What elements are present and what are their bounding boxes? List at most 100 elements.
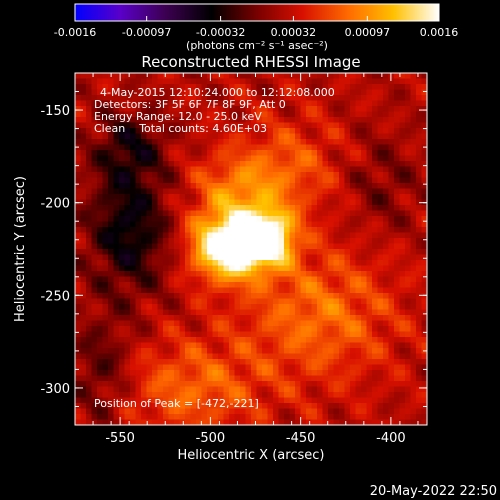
heatmap-cell — [113, 304, 120, 311]
heatmap-cell — [267, 320, 274, 327]
heatmap-cell — [196, 386, 203, 393]
heatmap-cell — [399, 287, 406, 294]
heatmap-cell — [113, 353, 120, 360]
heatmap-cell — [207, 331, 214, 338]
heatmap-cell — [163, 210, 170, 217]
heatmap-cell — [190, 243, 197, 250]
heatmap-cell — [344, 227, 351, 234]
heatmap-cell — [135, 320, 142, 327]
heatmap-cell — [245, 364, 252, 371]
heatmap-cell — [135, 364, 142, 371]
heatmap-cell — [344, 298, 351, 305]
heatmap-cell — [119, 331, 126, 338]
heatmap-cell — [284, 337, 291, 344]
heatmap-cell — [124, 188, 131, 195]
heatmap-cell — [179, 133, 186, 140]
heatmap-cell — [256, 144, 263, 151]
heatmap-cell — [163, 78, 170, 85]
heatmap-cell — [289, 199, 296, 206]
heatmap-cell — [300, 282, 307, 289]
heatmap-cell — [350, 249, 357, 256]
heatmap-cell — [399, 254, 406, 261]
heatmap-cell — [394, 188, 401, 195]
heatmap-cell — [328, 232, 335, 239]
heatmap-cell — [333, 337, 340, 344]
heatmap-cell — [394, 216, 401, 223]
heatmap-cell — [372, 188, 379, 195]
heatmap-cell — [245, 353, 252, 360]
heatmap-cell — [372, 271, 379, 278]
heatmap-cell — [366, 254, 373, 261]
heatmap-cell — [421, 117, 427, 124]
heatmap-cell — [317, 155, 324, 162]
heatmap-cell — [179, 309, 186, 316]
heatmap-cell — [267, 161, 274, 168]
heatmap-cell — [405, 287, 412, 294]
heatmap-cell — [284, 155, 291, 162]
heatmap-cell — [295, 128, 302, 135]
heatmap-cell — [421, 276, 427, 283]
heatmap-cell — [108, 238, 115, 245]
heatmap-cell — [75, 183, 82, 190]
heatmap-cell — [234, 392, 241, 399]
heatmap-cell — [377, 265, 384, 272]
heatmap-cell — [300, 293, 307, 300]
heatmap-cell — [223, 249, 230, 256]
heatmap-cell — [218, 348, 225, 355]
heatmap-cell — [185, 348, 192, 355]
heatmap-cell — [212, 265, 219, 272]
heatmap-cell — [421, 370, 427, 377]
heatmap-cell — [124, 293, 131, 300]
heatmap-cell — [399, 348, 406, 355]
heatmap-cell — [234, 282, 241, 289]
heatmap-cell — [366, 177, 373, 184]
heatmap-cell — [262, 276, 269, 283]
heatmap-cell — [229, 375, 236, 382]
heatmap-cell — [157, 100, 164, 107]
heatmap-cell — [75, 84, 82, 91]
heatmap-cell — [223, 353, 230, 360]
heatmap-cell — [113, 177, 120, 184]
heatmap-cell — [289, 144, 296, 151]
heatmap-cell — [108, 414, 115, 421]
heatmap-cell — [146, 221, 153, 228]
heatmap-cell — [223, 139, 230, 146]
heatmap-cell — [405, 133, 412, 140]
heatmap-cell — [135, 287, 142, 294]
heatmap-cell — [388, 243, 395, 250]
heatmap-cell — [388, 177, 395, 184]
heatmap-cell — [256, 320, 263, 327]
heatmap-cell — [366, 150, 373, 157]
heatmap-cell — [240, 370, 247, 377]
heatmap-cell — [124, 331, 131, 338]
heatmap-cell — [108, 183, 115, 190]
heatmap-cell — [75, 73, 82, 80]
heatmap-cell — [333, 414, 340, 421]
heatmap-cell — [405, 78, 412, 85]
heatmap-cell — [196, 397, 203, 404]
heatmap-cell — [185, 177, 192, 184]
heatmap-cell — [421, 128, 427, 135]
heatmap-cell — [168, 221, 175, 228]
heatmap-cell — [421, 315, 427, 322]
heatmap-cell — [240, 287, 247, 294]
heatmap-cell — [86, 150, 93, 157]
heatmap-cell — [311, 161, 318, 168]
heatmap-cell — [157, 375, 164, 382]
heatmap-cell — [306, 326, 313, 333]
heatmap-cell — [278, 370, 285, 377]
heatmap-cell — [196, 100, 203, 107]
heatmap-cell — [300, 117, 307, 124]
heatmap-cell — [377, 221, 384, 228]
heatmap-cell — [339, 205, 346, 212]
heatmap-cell — [300, 342, 307, 349]
heatmap-cell — [383, 205, 390, 212]
heatmap-cell — [201, 183, 208, 190]
heatmap-cell — [399, 403, 406, 410]
heatmap-cell — [300, 320, 307, 327]
heatmap-cell — [388, 128, 395, 135]
heatmap-cell — [196, 408, 203, 415]
heatmap-cell — [322, 359, 329, 366]
heatmap-cell — [240, 100, 247, 107]
heatmap-cell — [344, 221, 351, 228]
